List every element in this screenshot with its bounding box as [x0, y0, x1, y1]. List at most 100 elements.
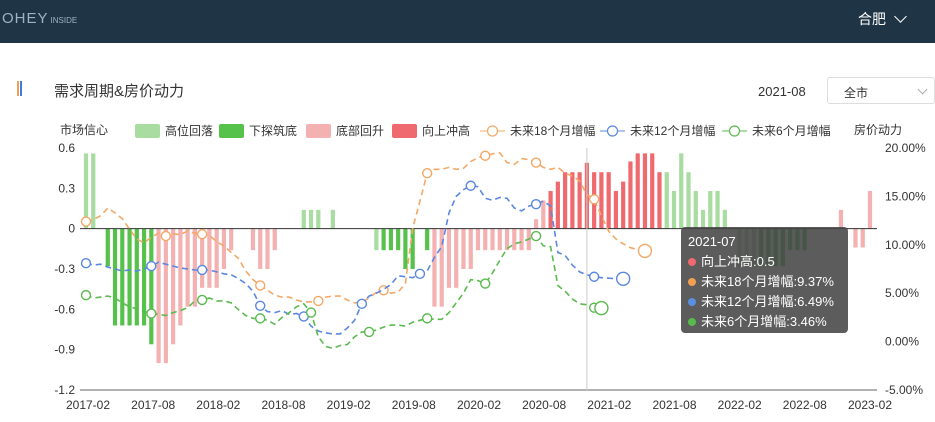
- series-marker: [80, 289, 92, 301]
- right-tick-label: 15.00%: [885, 189, 926, 203]
- bar: [258, 228, 263, 269]
- bar: [657, 172, 662, 229]
- left-tick-label: -0.6: [54, 302, 75, 316]
- series-marker: [594, 300, 609, 316]
- x-tick-label: 2019-02: [327, 398, 371, 412]
- bar: [112, 228, 118, 326]
- series-marker: [530, 157, 542, 168]
- bar: [425, 228, 430, 251]
- legend-item[interactable]: 未来18个月增幅: [480, 123, 595, 138]
- bar: [613, 191, 619, 229]
- legend-item[interactable]: 下探筑底: [219, 123, 297, 138]
- bar: [679, 153, 684, 229]
- bar: [178, 228, 183, 326]
- bar: [504, 228, 510, 251]
- bars-layer: [83, 153, 873, 364]
- bar: [686, 172, 691, 229]
- legend-marker: [606, 125, 619, 137]
- bar: [91, 153, 96, 229]
- left-tick-label: 0.6: [58, 141, 75, 155]
- bar: [374, 228, 379, 251]
- bar: [555, 181, 560, 229]
- series-marker: [255, 313, 266, 324]
- right-tick-label: 5.00%: [885, 286, 919, 300]
- series-marker: [196, 228, 208, 240]
- bar: [330, 209, 335, 229]
- bar: [475, 228, 481, 251]
- left-tick-label: -0.9: [54, 343, 75, 357]
- left-axis-label: 市场信心: [60, 122, 108, 137]
- bar: [635, 153, 640, 229]
- bar: [483, 228, 488, 251]
- section-title: 需求周期&房价动力: [54, 83, 185, 100]
- bar: [410, 228, 415, 269]
- bar: [265, 228, 270, 269]
- legend-item[interactable]: 向上冲高: [392, 123, 470, 138]
- dot-icon: [688, 258, 696, 266]
- bar: [468, 228, 473, 269]
- x-tick-label: 2019-08: [392, 398, 436, 412]
- series-marker: [80, 257, 92, 269]
- bar: [461, 228, 466, 269]
- legend-item[interactable]: 高位回落: [135, 123, 213, 138]
- x-tick-label: 2022-02: [718, 398, 762, 412]
- tooltip-row-6: 未来6个月增幅:3.46%: [688, 312, 841, 332]
- bar: [671, 191, 677, 229]
- series-marker: [421, 167, 433, 179]
- bar: [200, 228, 205, 288]
- date-label[interactable]: 2021-08: [758, 84, 806, 99]
- bar: [642, 153, 648, 229]
- series-marker: [530, 230, 542, 242]
- x-tick-label: 2020-02: [457, 398, 501, 412]
- x-tick-label: 2017-02: [66, 398, 110, 412]
- series-marker: [146, 260, 157, 272]
- legend-label: 未来18个月增幅: [510, 123, 595, 138]
- bar: [497, 228, 502, 251]
- legend-item[interactable]: 未来12个月增幅: [600, 123, 715, 138]
- bar: [439, 228, 444, 307]
- x-tick-label: 2021-02: [587, 398, 631, 412]
- tooltip-label: 未来6个月增幅:3.46%: [701, 314, 827, 329]
- x-tick-label: 2021-08: [652, 398, 696, 412]
- bar: [853, 228, 858, 248]
- tooltip-row-up: 向上冲高:0.5: [688, 252, 841, 272]
- bar: [577, 172, 582, 229]
- x-tick-label: 2022-08: [783, 398, 827, 412]
- bar: [308, 209, 314, 229]
- legend-item[interactable]: 底部回升: [306, 123, 384, 138]
- bar: [693, 191, 698, 229]
- bar: [127, 228, 132, 326]
- bar: [185, 228, 190, 307]
- series-marker: [80, 216, 92, 227]
- bar: [163, 228, 168, 364]
- bar: [628, 161, 633, 229]
- legend-label: 向上冲高: [422, 123, 470, 138]
- legend-swatch: [135, 124, 160, 138]
- bar: [599, 172, 604, 229]
- series-marker: [160, 230, 172, 242]
- bar: [432, 228, 437, 307]
- left-tick-label: 0.3: [58, 181, 75, 195]
- bar: [563, 172, 568, 229]
- tooltip-label: 未来18个月增幅:9.37%: [701, 274, 834, 289]
- brand-logo[interactable]: OHEY INSIDE: [2, 10, 78, 27]
- bar: [548, 191, 553, 229]
- series-marker: [356, 298, 368, 310]
- top-bar: OHEY INSIDE 合肥: [0, 0, 935, 43]
- series-marker: [480, 278, 491, 289]
- bar: [171, 228, 176, 345]
- bar: [838, 209, 844, 229]
- x-tick-label: 2023-02: [848, 398, 892, 412]
- legend-label: 未来12个月增幅: [630, 123, 715, 138]
- bar: [381, 228, 386, 251]
- legend-item[interactable]: 未来6个月增幅: [722, 123, 831, 138]
- legend-label: 高位回落: [165, 123, 213, 138]
- region-select-value: 全市: [844, 86, 869, 100]
- tooltip: 2021-07 向上冲高:0.5 未来18个月增幅:9.37% 未来12个月增幅…: [681, 227, 848, 333]
- axes-layer: 0.6 0.3 0 -0.3 -0.6 -0.9 -1.2 20.00% 15.00% 10.00…: [54, 141, 926, 412]
- legend-swatch: [306, 124, 331, 138]
- bar: [446, 228, 452, 288]
- series-marker: [255, 280, 266, 291]
- series-marker: [146, 308, 157, 319]
- city-selector[interactable]: 合肥: [858, 9, 907, 29]
